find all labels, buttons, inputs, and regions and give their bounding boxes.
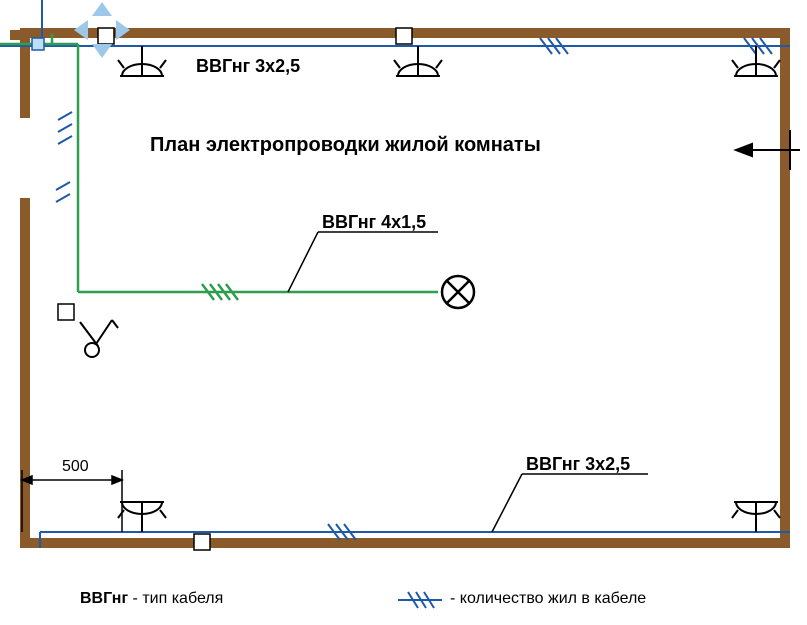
cable-label-top: ВВГнг 3х2,5 (196, 56, 300, 77)
legend-core-count: - количество жил в кабеле (450, 590, 646, 608)
light-fixture-icon (442, 276, 474, 308)
wiring-plan-canvas: План электропроводки жилой комнаты ВВГнг… (0, 0, 807, 625)
dimension-label: 500 (62, 458, 89, 476)
junction-boxes (58, 28, 412, 550)
label-leaders (288, 232, 648, 532)
legend-cable-type: ВВГнг - тип кабеля (80, 590, 223, 608)
cable-label-middle: ВВГнг 4х1,5 (322, 212, 426, 233)
legend-cable-type-text: - тип кабеля (128, 590, 223, 607)
cable-label-bottom: ВВГнг 3х2,5 (526, 454, 630, 475)
diagram-svg (0, 0, 807, 625)
sockets-bottom (118, 502, 780, 532)
legend-slash-icon (398, 592, 442, 608)
drag-handle-icon (32, 38, 44, 50)
legend-cable-type-prefix: ВВГнг (80, 590, 128, 607)
legend-core-count-text: - количество жил в кабеле (450, 590, 646, 607)
switch-icon (80, 320, 118, 357)
dimension-500 (22, 470, 122, 532)
arrow-right-icon (736, 130, 800, 170)
room-walls (10, 28, 790, 548)
plan-title: План электропроводки жилой комнаты (150, 134, 541, 157)
